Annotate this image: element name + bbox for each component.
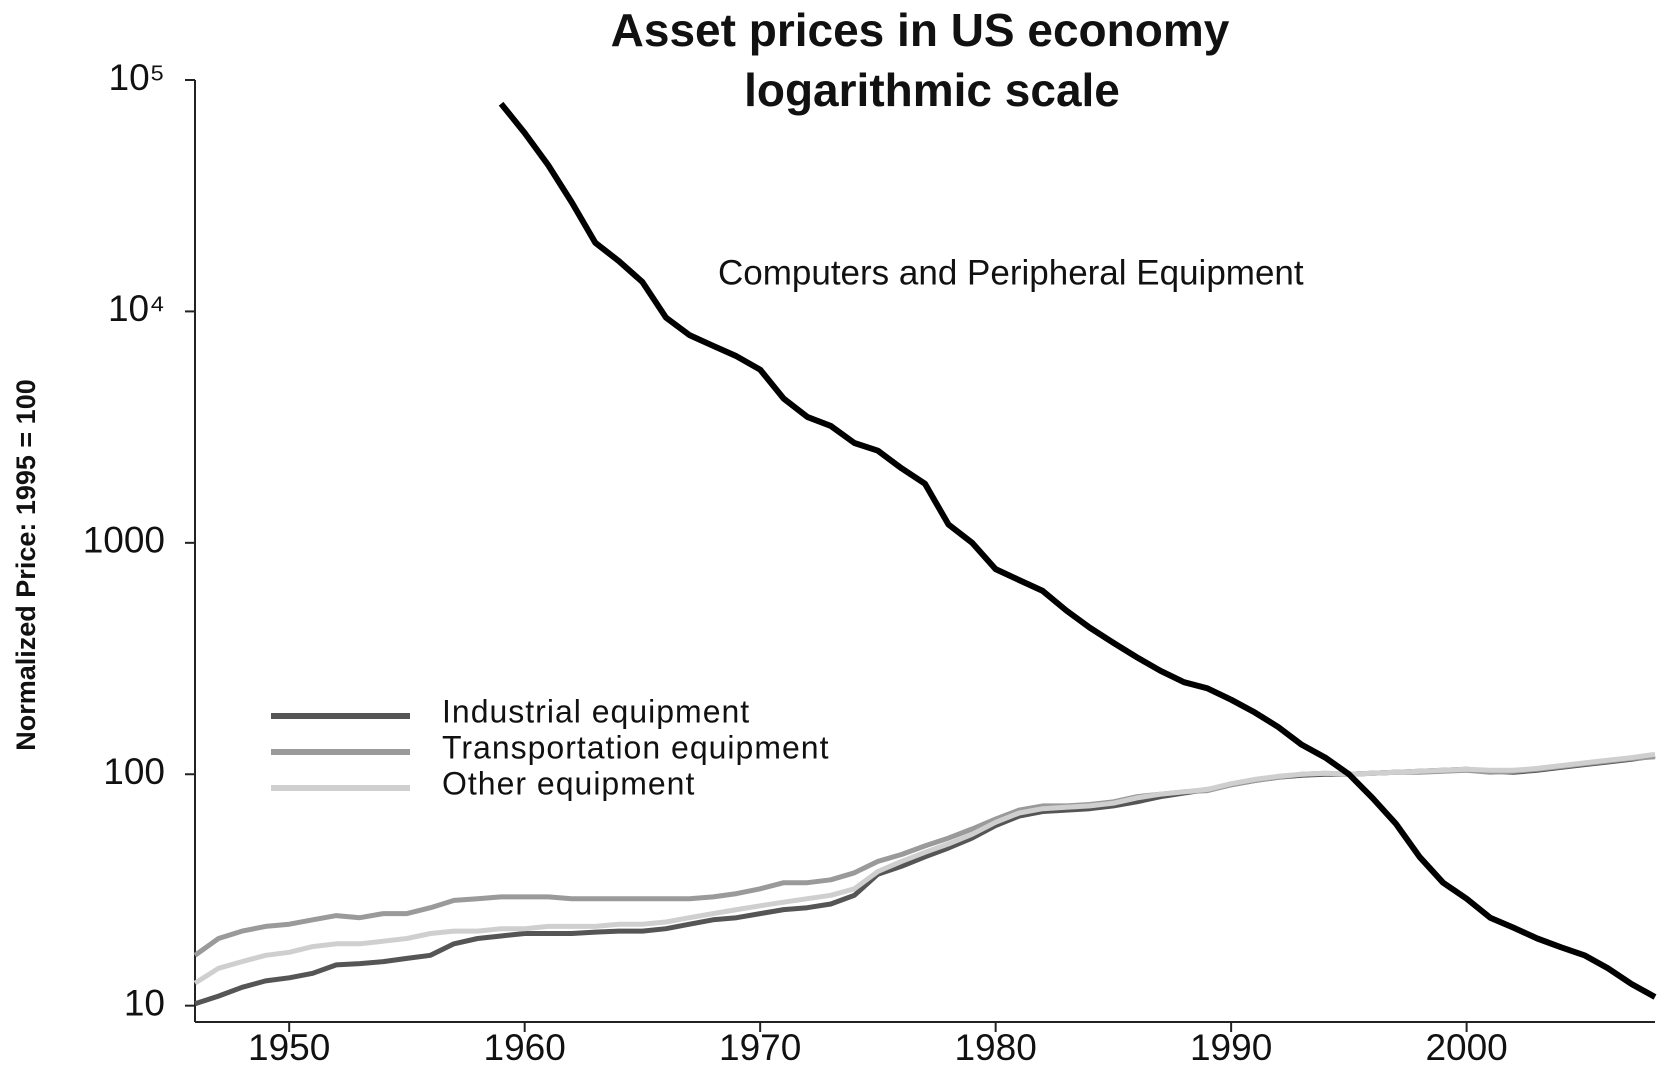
legend-label: Industrial equipment — [442, 693, 750, 729]
x-tick-label: 1980 — [954, 1027, 1036, 1068]
series-line — [498, 101, 1657, 1000]
x-tick-label: 2000 — [1425, 1027, 1507, 1068]
y-axis-label: Normalized Price: 1995 = 100 — [11, 379, 41, 750]
annotation: Computers and Peripheral Equipment — [718, 253, 1304, 292]
legend-label: Transportation equipment — [442, 729, 829, 765]
series-line — [193, 751, 1656, 986]
chart-title: Asset prices in US economy — [611, 4, 1230, 56]
y-tick-label: 100 — [103, 751, 165, 792]
x-tick-label: 1990 — [1190, 1027, 1272, 1068]
x-tick-label: 1950 — [248, 1027, 330, 1068]
y-tick-label: 1000 — [83, 520, 165, 561]
legend-label: Other equipment — [442, 765, 695, 801]
chart-subtitle: logarithmic scale — [744, 64, 1120, 116]
y-tick-label: 10⁴ — [108, 288, 165, 329]
y-tick-label: 10⁵ — [109, 57, 166, 98]
x-tick-label: 1970 — [719, 1027, 801, 1068]
y-tick-label: 10 — [124, 982, 165, 1023]
x-tick-label: 1960 — [484, 1027, 566, 1068]
series-line — [194, 753, 1656, 1007]
